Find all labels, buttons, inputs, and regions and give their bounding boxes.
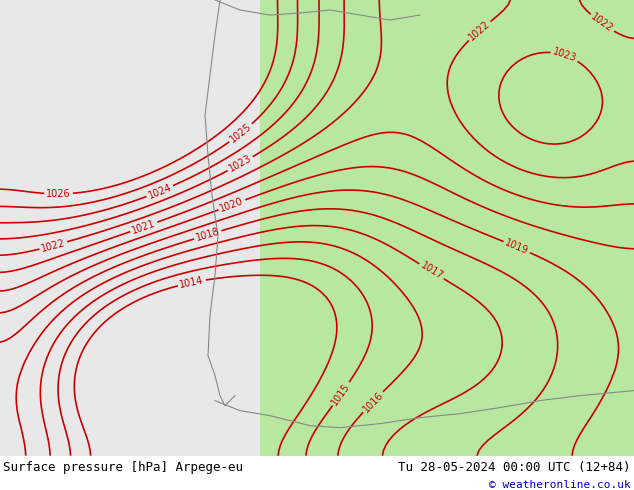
Text: 1022: 1022 (40, 238, 67, 253)
Text: 1018: 1018 (195, 226, 221, 243)
Text: 1015: 1015 (330, 381, 352, 407)
Text: 1021: 1021 (131, 218, 157, 236)
Text: 1026: 1026 (46, 189, 71, 199)
Text: 1022: 1022 (589, 12, 615, 34)
Text: 1017: 1017 (418, 261, 444, 282)
Text: 1016: 1016 (361, 390, 385, 414)
Text: 1020: 1020 (219, 196, 245, 214)
Text: 1023: 1023 (227, 153, 254, 174)
Text: 1022: 1022 (467, 19, 492, 43)
Text: 1019: 1019 (503, 238, 530, 256)
Text: Tu 28-05-2024 00:00 UTC (12+84): Tu 28-05-2024 00:00 UTC (12+84) (398, 461, 631, 474)
Polygon shape (0, 0, 260, 456)
Text: 1023: 1023 (552, 47, 578, 64)
Polygon shape (240, 0, 634, 456)
Text: © weatheronline.co.uk: © weatheronline.co.uk (489, 480, 631, 490)
Text: 1025: 1025 (228, 122, 254, 145)
Text: 1014: 1014 (179, 275, 205, 290)
Text: 1024: 1024 (146, 182, 173, 200)
Text: Surface pressure [hPa] Arpege-eu: Surface pressure [hPa] Arpege-eu (3, 461, 243, 474)
